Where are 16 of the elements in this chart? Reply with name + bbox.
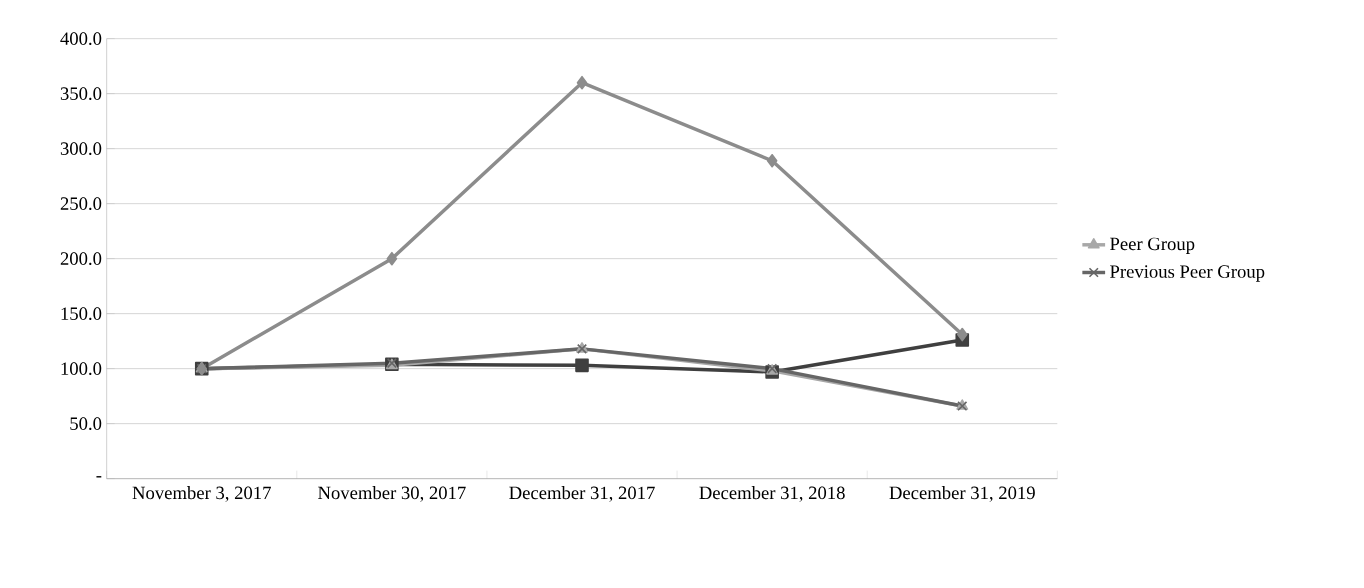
y-tick-label: - — [96, 476, 102, 478]
legend-label: Peer Group — [1110, 237, 1195, 254]
x-tick-label: December 31, 2019 — [889, 486, 1035, 502]
y-tick-label: 50.0 — [70, 417, 102, 430]
y-tick-label: 250.0 — [60, 197, 102, 210]
y-tick-label: 200.0 — [60, 252, 102, 265]
y-tick-label: 300.0 — [60, 142, 102, 155]
x-tick-label: December 31, 2018 — [699, 486, 845, 502]
x-tick-label: November 3, 2017 — [132, 486, 271, 502]
y-tick-label: 150.0 — [61, 307, 102, 320]
x-tick-label: November 30, 2017 — [318, 486, 466, 502]
y-tick-label: 350.0 — [60, 87, 102, 100]
y-tick-label: 100.0 — [61, 362, 102, 375]
x-tick-label: December 31, 2017 — [509, 486, 655, 502]
legend-label: Previous Peer Group — [1110, 265, 1265, 282]
y-tick-label: 400.0 — [60, 32, 102, 45]
